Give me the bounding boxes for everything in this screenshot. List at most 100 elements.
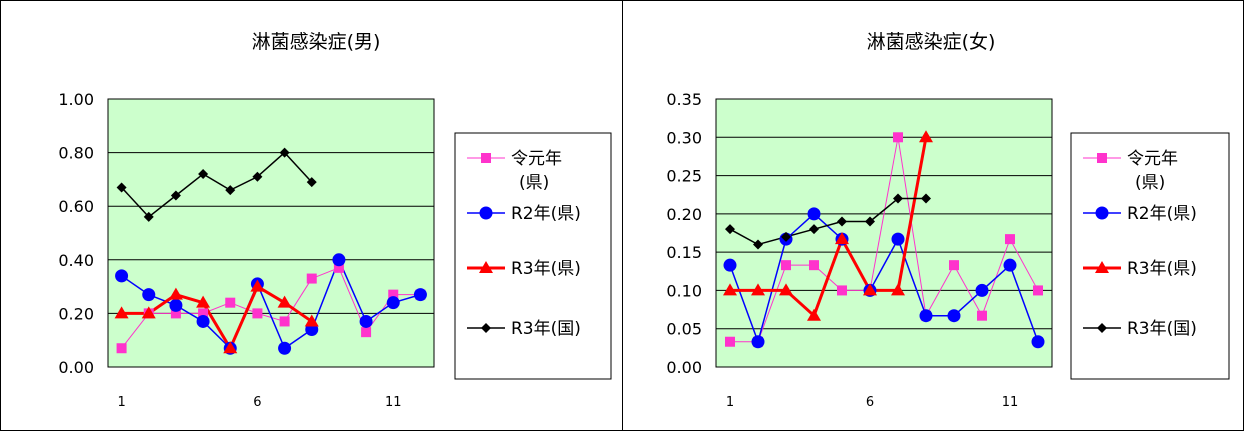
data-point bbox=[168, 287, 183, 300]
plot-area bbox=[715, 98, 1053, 368]
data-point bbox=[725, 336, 735, 347]
data-point bbox=[116, 182, 127, 193]
data-point bbox=[751, 283, 765, 296]
data-point bbox=[196, 295, 211, 308]
series-line-segment bbox=[121, 186, 150, 218]
data-point bbox=[115, 269, 129, 283]
legend-marker bbox=[1095, 261, 1109, 273]
x-tick-label: 6 bbox=[253, 395, 261, 410]
series-line-segment bbox=[228, 285, 259, 349]
legend-label: R2年(県) bbox=[1127, 204, 1197, 224]
data-point bbox=[893, 193, 903, 204]
legend-marker bbox=[1097, 153, 1107, 163]
series-line-segment bbox=[284, 278, 313, 322]
y-tick-label: 0.20 bbox=[58, 304, 94, 323]
data-point bbox=[921, 193, 931, 204]
data-point bbox=[975, 283, 989, 297]
series-line-segment bbox=[953, 264, 983, 316]
legend-box bbox=[454, 132, 612, 380]
series-line-segment bbox=[1009, 264, 1039, 342]
data-point bbox=[332, 253, 346, 267]
series-line-segment bbox=[202, 173, 231, 191]
data-point bbox=[386, 296, 400, 310]
series-line-segment bbox=[256, 283, 286, 349]
data-point bbox=[893, 132, 903, 143]
data-point bbox=[723, 283, 737, 296]
data-point bbox=[837, 216, 847, 227]
data-point bbox=[252, 171, 263, 182]
data-point bbox=[252, 308, 263, 319]
data-point bbox=[751, 335, 765, 349]
data-point bbox=[279, 147, 290, 158]
data-point bbox=[388, 289, 399, 300]
data-point bbox=[198, 308, 209, 319]
legend-marker bbox=[481, 153, 491, 163]
data-point bbox=[223, 341, 238, 354]
series-line-segment bbox=[869, 137, 899, 291]
y-tick-label: 0.20 bbox=[666, 205, 702, 224]
series-line-segment bbox=[812, 238, 844, 317]
data-point bbox=[141, 306, 156, 319]
series-line-segment bbox=[813, 220, 843, 230]
y-tick-label: 0.80 bbox=[58, 144, 94, 163]
data-point bbox=[919, 130, 933, 143]
series-line-segment bbox=[869, 197, 899, 223]
data-point bbox=[723, 258, 737, 272]
data-point bbox=[359, 314, 373, 328]
series-line-segment bbox=[757, 264, 787, 342]
data-point bbox=[865, 216, 875, 227]
legend-label: 令元年 bbox=[1127, 149, 1178, 169]
x-tick-label: 1 bbox=[726, 395, 734, 410]
series-line-segment bbox=[1009, 238, 1039, 291]
chart-title: 淋菌感染症(男) bbox=[252, 31, 381, 53]
chart-panel-female: 淋菌感染症(女) 0.35 0.30 0.25 0.20 0.15 0.10 0.05 0.00… bbox=[622, 0, 1244, 431]
series-line-segment bbox=[897, 137, 927, 316]
plot-area bbox=[107, 98, 435, 368]
data-point bbox=[809, 260, 819, 271]
x-tick-label: 1 bbox=[117, 395, 125, 410]
data-point bbox=[196, 314, 210, 328]
series-line-segment bbox=[284, 152, 313, 183]
data-point bbox=[863, 283, 877, 296]
legend-marker bbox=[479, 261, 493, 273]
series-line-segment bbox=[148, 194, 177, 218]
x-tick-label: 11 bbox=[1002, 395, 1019, 410]
data-point bbox=[225, 297, 236, 308]
y-tick-label: 0.00 bbox=[58, 358, 94, 377]
series-line-segment bbox=[256, 152, 286, 178]
legend-label: 令元年 bbox=[511, 149, 562, 169]
data-point bbox=[170, 308, 181, 319]
data-point bbox=[142, 288, 156, 302]
data-point bbox=[225, 185, 236, 196]
y-tick-label: 0.40 bbox=[58, 251, 94, 270]
series-line-segment bbox=[896, 137, 928, 291]
chart-title: 淋菌感染症(女) bbox=[867, 31, 996, 53]
data-point bbox=[306, 273, 317, 284]
y-tick-label: 0.00 bbox=[666, 358, 702, 377]
data-point bbox=[977, 310, 987, 321]
x-tick-label: 6 bbox=[866, 395, 874, 410]
data-point bbox=[250, 279, 265, 292]
data-point bbox=[891, 283, 905, 296]
legend-label: R3年(国) bbox=[511, 319, 581, 339]
data-point bbox=[143, 211, 154, 222]
y-tick-label: 0.10 bbox=[666, 281, 702, 300]
chart-male-svg: 淋菌感染症(男) 1.00 0.80 0.60 0.40 0.20 0.00 1 6 11 令元年 (… bbox=[58, 31, 612, 410]
data-point bbox=[304, 314, 319, 327]
data-point bbox=[169, 298, 183, 312]
series-line-segment bbox=[897, 238, 927, 316]
data-point bbox=[891, 232, 905, 246]
series-line-segment bbox=[840, 238, 872, 292]
legend-marker bbox=[1097, 323, 1107, 333]
data-point bbox=[919, 309, 933, 323]
legend-label: (県) bbox=[519, 173, 549, 193]
data-point bbox=[1003, 258, 1017, 272]
data-point bbox=[278, 341, 292, 355]
legend-label: R3年(国) bbox=[1127, 319, 1197, 339]
data-point bbox=[725, 224, 735, 235]
y-tick-label: 0.35 bbox=[666, 90, 702, 109]
y-tick-label: 0.30 bbox=[666, 128, 702, 147]
y-tick-label: 0.05 bbox=[666, 320, 702, 339]
legend-box bbox=[1070, 132, 1230, 380]
data-point bbox=[753, 239, 763, 250]
